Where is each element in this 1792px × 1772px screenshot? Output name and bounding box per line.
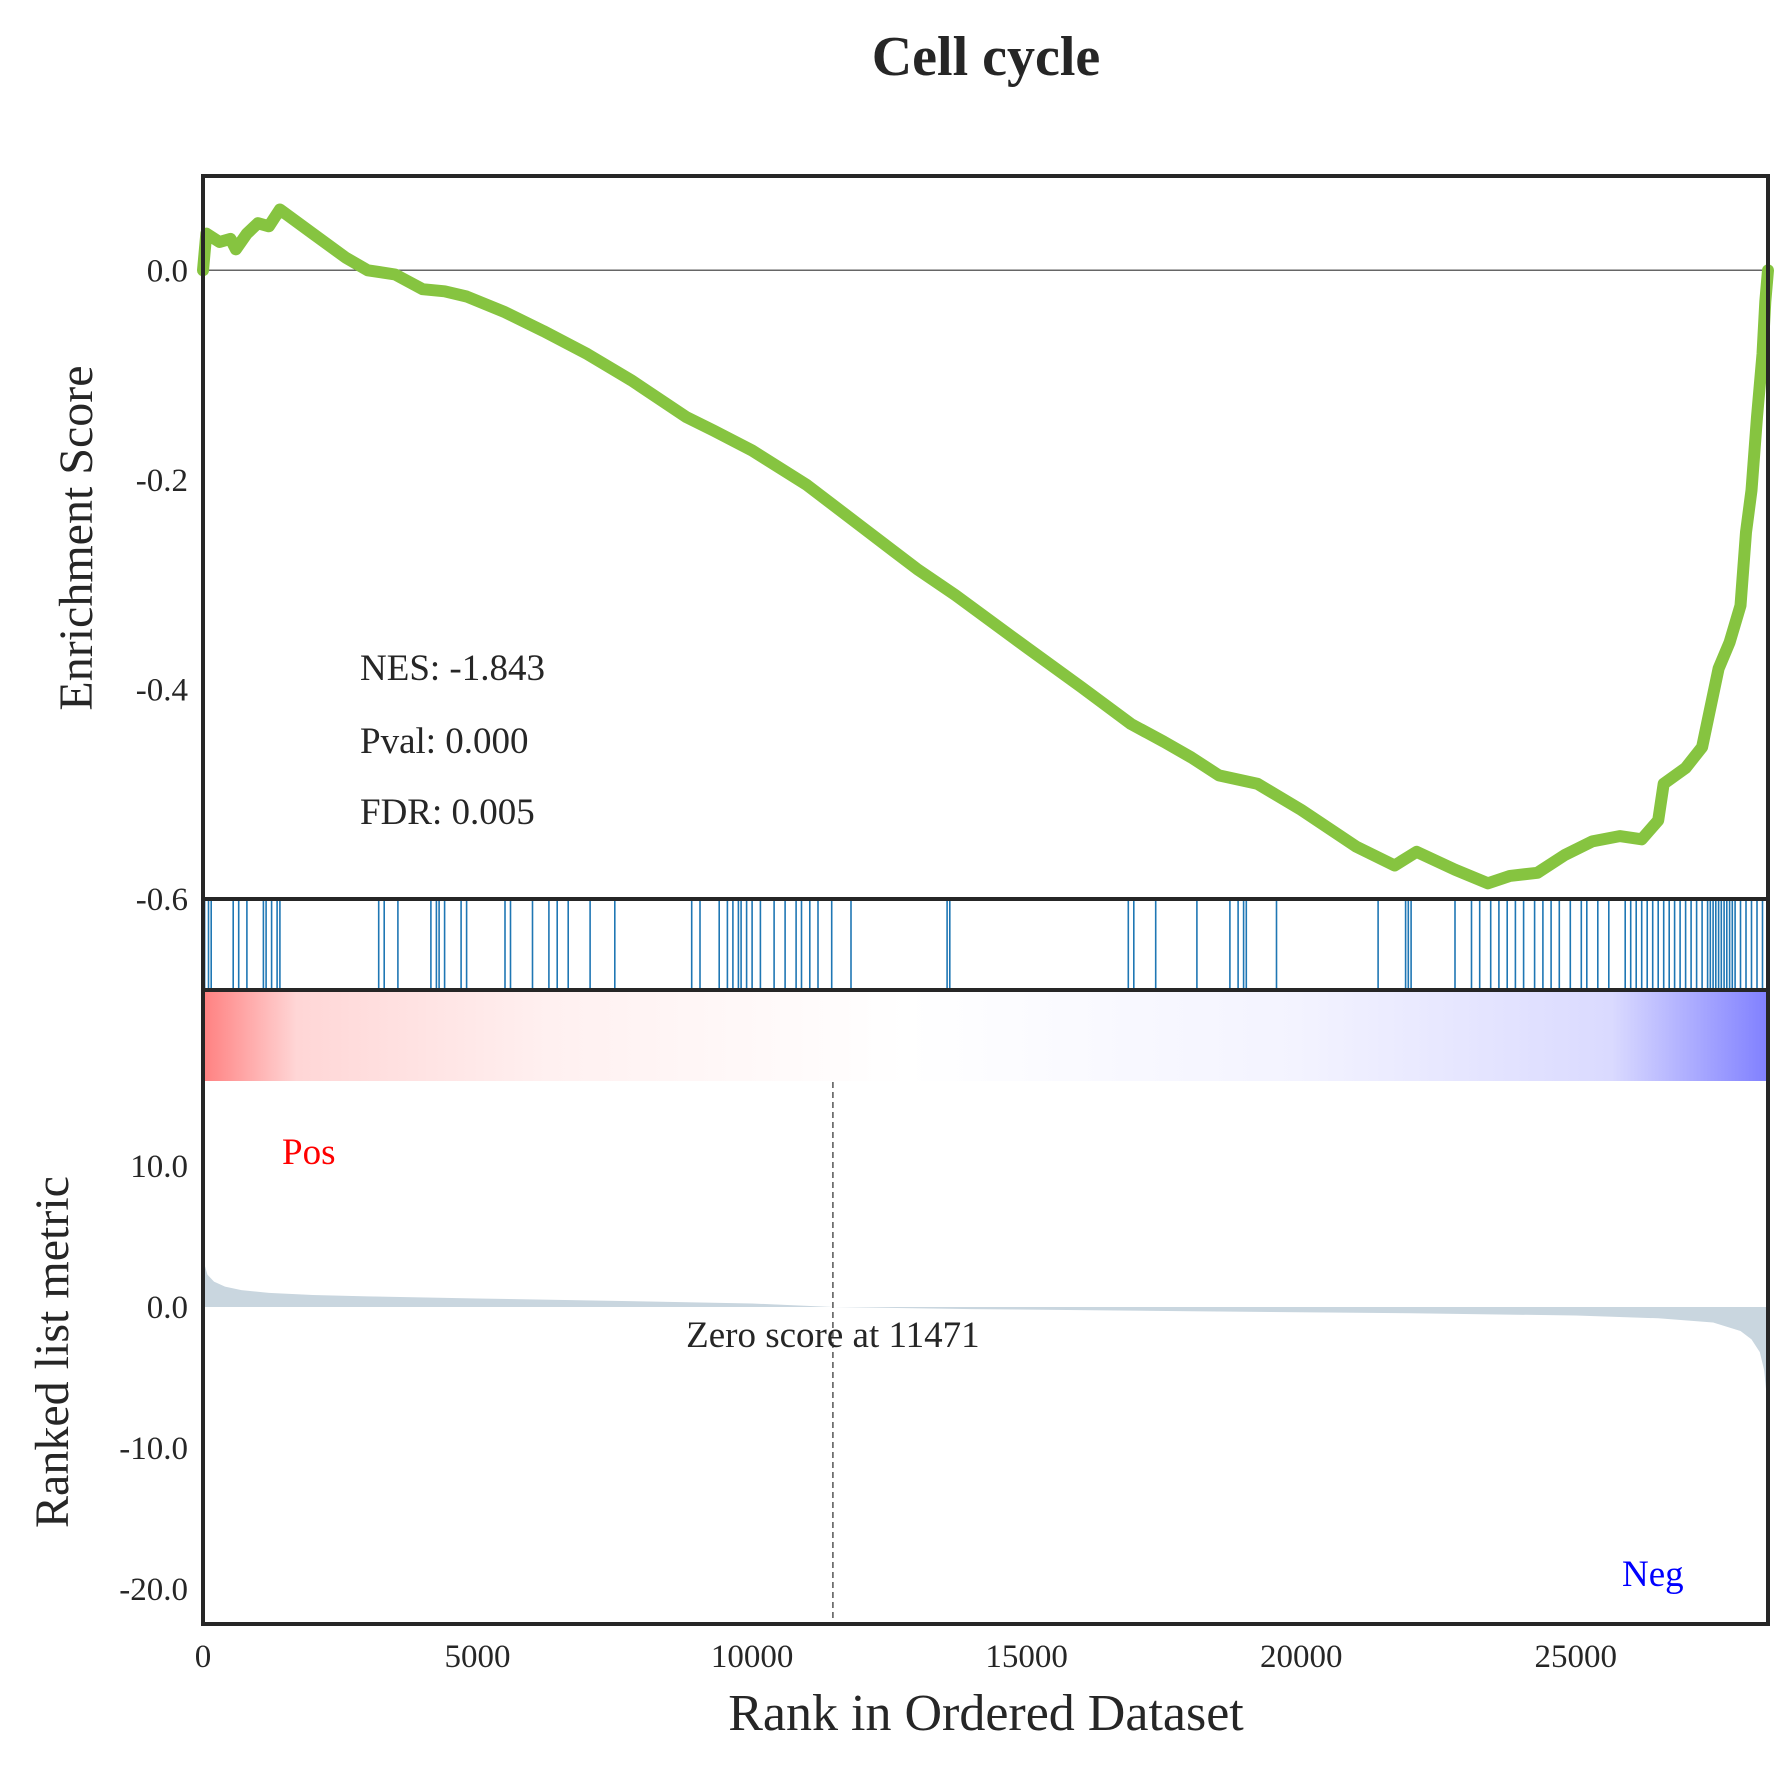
stat-nes: NES: -1.843	[360, 648, 545, 689]
x-axis-label: Rank in Ordered Dataset	[728, 1685, 1244, 1742]
enrichment-panel: 0.0 -0.2 -0.4 -0.6 Enrichment Score NES: -1…	[50, 174, 1774, 918]
chart-title: Cell cycle	[872, 26, 1101, 88]
pos-label: Pos	[282, 1132, 335, 1173]
x-tick-label: 20000	[1260, 1639, 1343, 1675]
es-panel-frame	[201, 174, 1770, 901]
es-y-tick-label: -0.6	[136, 882, 188, 918]
rank-heatmap	[203, 991, 1768, 1081]
hits-panel	[201, 897, 1770, 992]
zero-score-label: Zero score at 11471	[686, 1315, 980, 1356]
metric-y-tick-label: 0.0	[147, 1290, 188, 1326]
metric-panel-frame	[201, 988, 1770, 1626]
hit-marks	[203, 901, 1768, 988]
metric-y-tick-label: 10.0	[130, 1149, 188, 1185]
x-tick-label: 25000	[1535, 1639, 1618, 1675]
es-line	[197, 203, 1774, 890]
es-y-tick-label: -0.2	[136, 463, 188, 499]
ranked-metric-area	[203, 1247, 1768, 1420]
es-y-ticks: 0.0 -0.2 -0.4 -0.6	[136, 253, 188, 918]
ranked-metric-panel: Zero score at 11471 Pos Neg 10.0 0.0 -10.0…	[26, 988, 1770, 1626]
x-tick-label: 0	[195, 1639, 212, 1675]
metric-y-tick-label: -10.0	[119, 1431, 188, 1467]
metric-y-tick-label: -20.0	[119, 1572, 188, 1608]
x-tick-label: 15000	[985, 1639, 1068, 1675]
stat-fdr: FDR: 0.005	[360, 792, 535, 833]
hits-panel-frame	[201, 897, 1770, 992]
metric-y-ticks: 10.0 0.0 -10.0 -20.0	[119, 1149, 188, 1608]
stat-pval: Pval: 0.000	[360, 721, 529, 762]
es-y-axis-label: Enrichment Score	[50, 365, 103, 710]
neg-label: Neg	[1622, 1554, 1684, 1595]
x-tick-label: 5000	[445, 1639, 511, 1675]
es-y-tick-label: -0.4	[136, 672, 188, 708]
metric-y-axis-label: Ranked list metric	[26, 1176, 79, 1528]
x-tick-label: 10000	[711, 1639, 794, 1675]
x-ticks: 0 5000 10000 15000 20000 25000	[195, 1639, 1617, 1675]
es-y-tick-label: 0.0	[147, 253, 188, 289]
